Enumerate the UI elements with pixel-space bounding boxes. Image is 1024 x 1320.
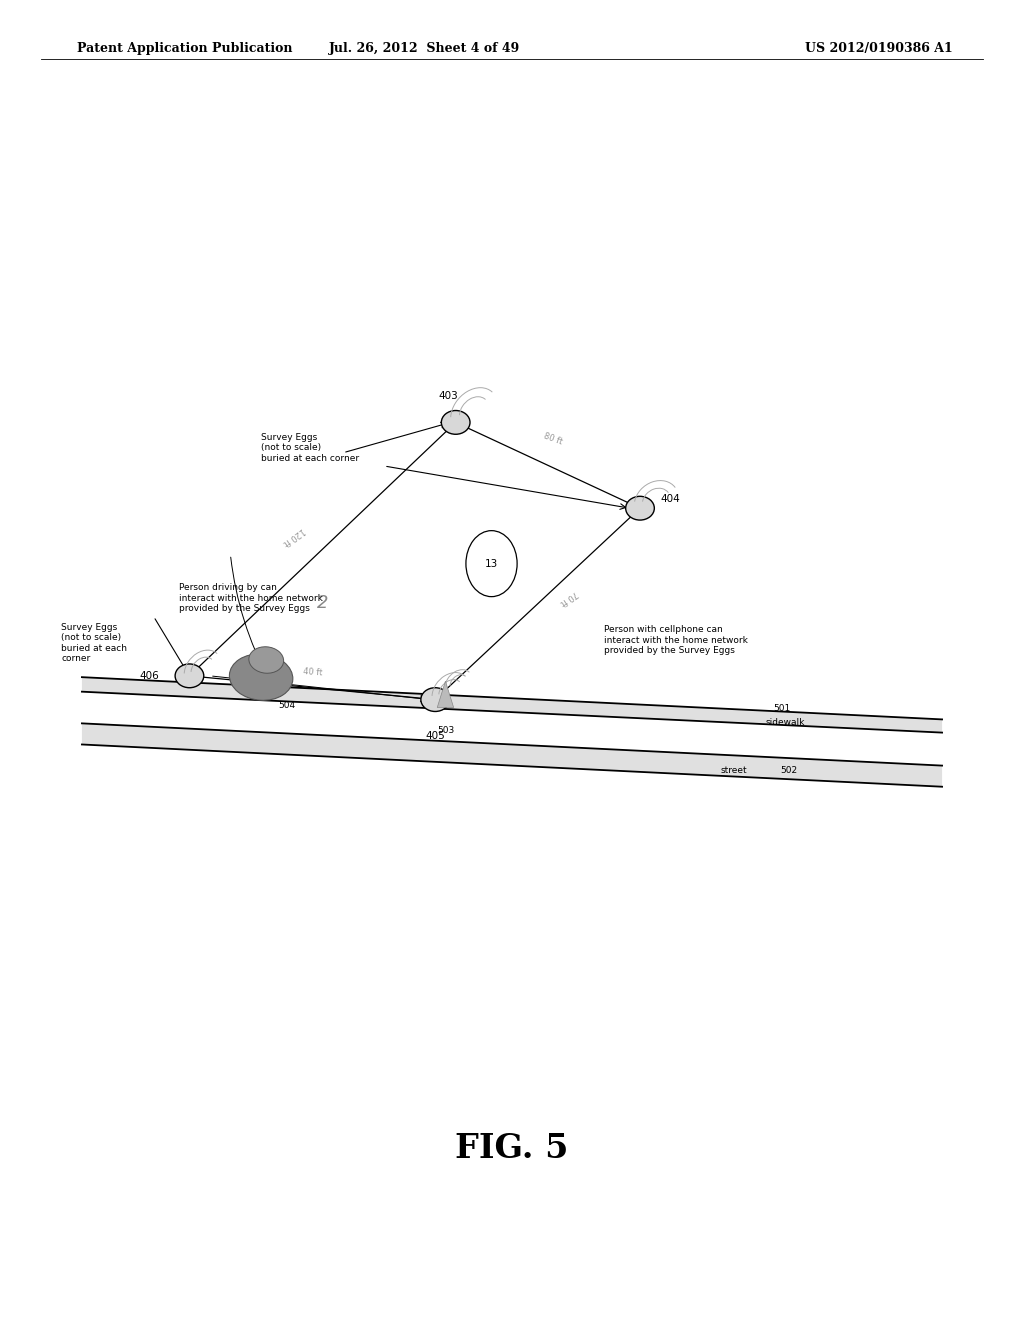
Text: Person driving by can
interact with the home network
provided by the Survey Eggs: Person driving by can interact with the …	[179, 583, 324, 614]
Text: Survey Eggs
(not to scale)
buried at each corner: Survey Eggs (not to scale) buried at eac…	[261, 433, 359, 463]
Text: 404: 404	[660, 494, 680, 504]
Text: sidewalk: sidewalk	[766, 718, 805, 726]
Polygon shape	[437, 681, 454, 708]
Text: 406: 406	[139, 671, 159, 681]
Ellipse shape	[229, 653, 293, 701]
Text: 504: 504	[279, 701, 295, 710]
Ellipse shape	[421, 688, 450, 711]
Ellipse shape	[441, 411, 470, 434]
Text: Jul. 26, 2012  Sheet 4 of 49: Jul. 26, 2012 Sheet 4 of 49	[330, 42, 520, 55]
Text: street: street	[721, 767, 748, 775]
Text: 80 ft: 80 ft	[543, 432, 563, 446]
Text: Person with cellphone can
interact with the home network
provided by the Survey : Person with cellphone can interact with …	[604, 626, 749, 655]
Text: 502: 502	[780, 767, 798, 775]
Text: 40 ft: 40 ft	[302, 667, 323, 677]
Text: 2: 2	[316, 594, 329, 612]
Polygon shape	[82, 677, 942, 733]
Text: Patent Application Publication: Patent Application Publication	[77, 42, 292, 55]
Text: US 2012/0190386 A1: US 2012/0190386 A1	[805, 42, 952, 55]
Text: 403: 403	[438, 391, 459, 401]
Text: 120 ft: 120 ft	[282, 525, 306, 546]
Ellipse shape	[626, 496, 654, 520]
Text: 70 ft: 70 ft	[558, 587, 579, 607]
Text: 501: 501	[773, 705, 791, 713]
Text: Survey Eggs
(not to scale)
buried at each
corner: Survey Eggs (not to scale) buried at eac…	[61, 623, 127, 663]
Text: FIG. 5: FIG. 5	[456, 1133, 568, 1166]
Ellipse shape	[249, 647, 284, 673]
Text: 13: 13	[485, 558, 498, 569]
Ellipse shape	[175, 664, 204, 688]
Text: 503: 503	[437, 726, 454, 735]
Text: 405: 405	[425, 731, 445, 742]
Polygon shape	[82, 723, 942, 787]
